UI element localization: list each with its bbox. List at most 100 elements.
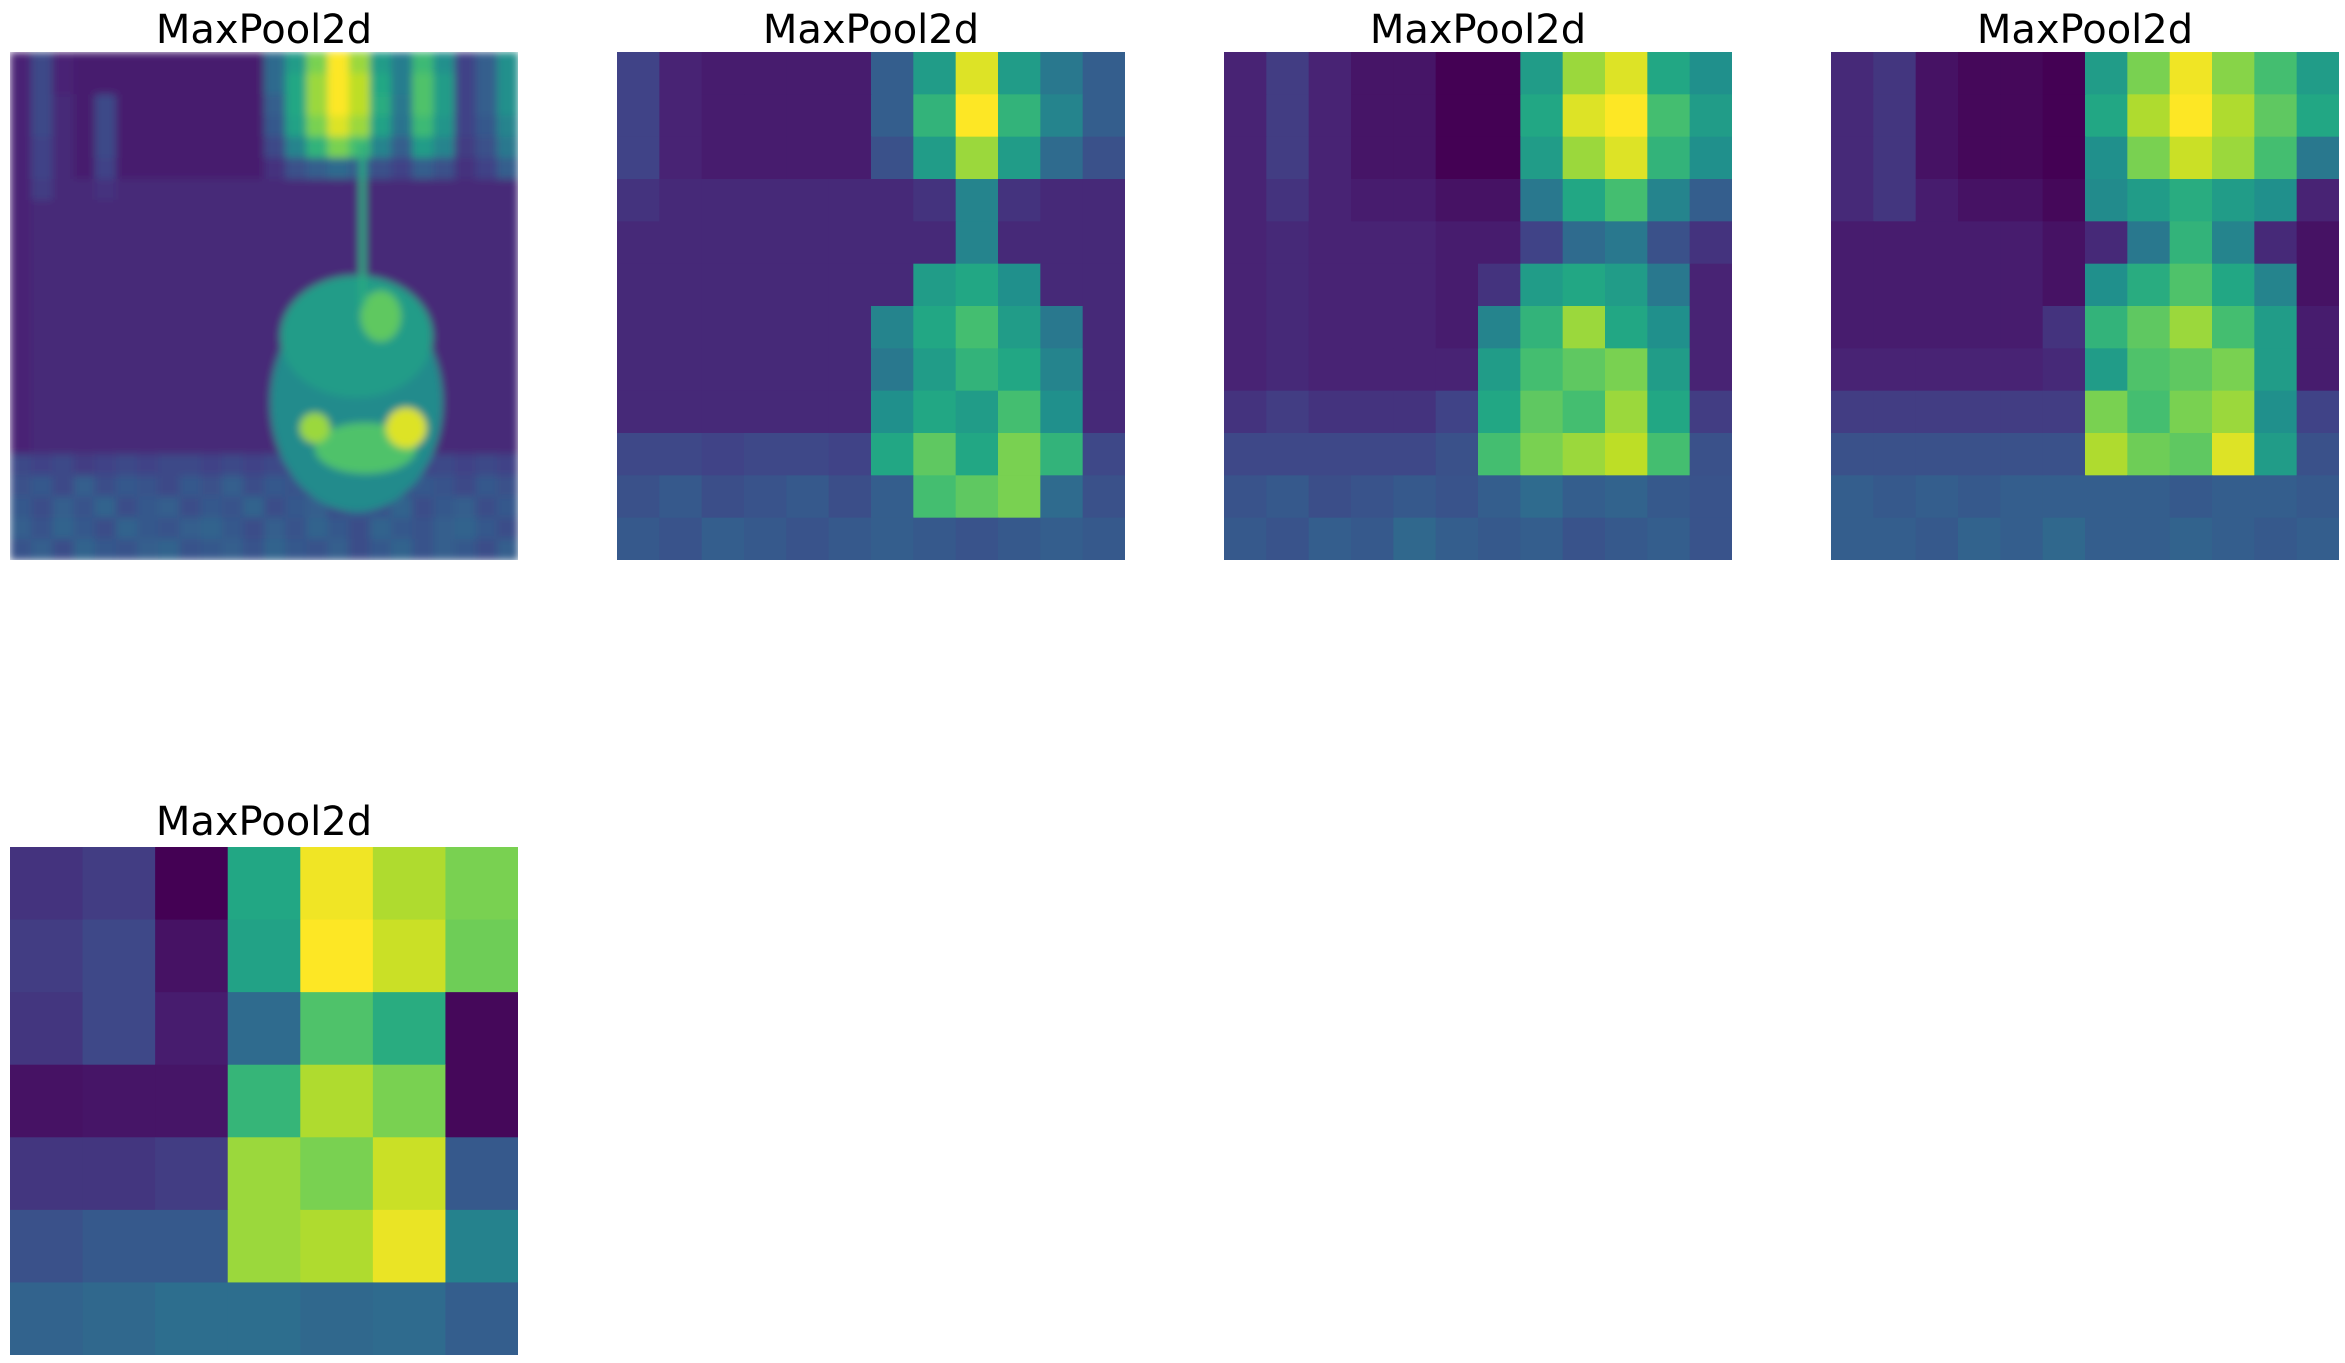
heatmap-cell	[701, 390, 745, 434]
heatmap-cell	[1351, 348, 1394, 392]
heatmap-cell	[412, 73, 434, 95]
heatmap-cell	[158, 157, 180, 180]
heatmap-cell	[1435, 306, 1479, 349]
heatmap-cell	[10, 221, 32, 244]
heatmap-cell	[137, 475, 159, 498]
heatmap-cell	[1562, 390, 1606, 434]
heatmap-cell	[200, 179, 223, 201]
heatmap-cell	[1873, 348, 1917, 392]
heatmap-cell	[454, 157, 477, 180]
heatmap-cell	[828, 348, 872, 392]
heatmap-cell	[2127, 348, 2171, 392]
heatmap-cell	[200, 411, 223, 434]
heatmap-cell	[496, 538, 518, 560]
heatmap-cell	[496, 157, 518, 180]
heatmap-cell	[433, 454, 456, 476]
panel-title: MaxPool2d	[155, 7, 373, 53]
heatmap-cell	[10, 411, 32, 434]
heatmap-cell	[1605, 179, 1648, 222]
heatmap-cell	[73, 475, 96, 498]
heatmap-cell	[2296, 179, 2339, 222]
heatmap-cell	[1308, 94, 1352, 138]
heatmap-cell	[1915, 306, 1959, 349]
heatmap-cell	[659, 475, 703, 519]
heatmap-2	[617, 52, 1125, 560]
heatmap-cell	[475, 73, 498, 95]
heatmap-cell	[137, 179, 159, 201]
heatmap-cell	[1689, 263, 1732, 307]
heatmap-cell	[454, 538, 477, 560]
heatmap-cell	[2254, 94, 2298, 138]
heatmap-cell	[871, 390, 914, 434]
heatmap-cell	[82, 919, 156, 993]
heatmap-cell	[31, 115, 53, 138]
heatmap-cell	[1562, 263, 1606, 307]
heatmap-cell	[1082, 179, 1125, 222]
heatmap-cell	[1478, 52, 1521, 95]
heatmap-cell	[369, 242, 392, 265]
heatmap-cell	[158, 475, 180, 498]
heatmap-cell	[158, 390, 180, 413]
heatmap-cell	[2127, 179, 2171, 222]
heatmap-cell	[786, 179, 830, 222]
heatmap-cell	[327, 73, 350, 95]
heatmap-cell	[1224, 221, 1267, 265]
heatmap-cell	[2169, 475, 2213, 519]
heatmap-cell	[242, 538, 265, 560]
heatmap-cell	[2085, 475, 2128, 519]
heatmap-cell	[52, 496, 75, 519]
heatmap-cell	[2296, 433, 2339, 476]
heatmap-cell	[285, 179, 307, 201]
heatmap-cell	[242, 52, 265, 74]
heatmap-cell	[73, 390, 96, 413]
heatmap-cell	[1478, 390, 1521, 434]
heatmap-cell	[744, 94, 787, 138]
heatmap-cell	[10, 475, 32, 498]
heatmap-cell	[1873, 306, 1917, 349]
heatmap-cell	[369, 157, 392, 180]
heatmap-cell	[372, 1209, 447, 1284]
heatmap-cell	[391, 94, 413, 117]
heatmap-cell	[1915, 179, 1959, 222]
heatmap-cell	[52, 475, 75, 498]
heatmap-cell	[82, 1064, 156, 1138]
heatmap-cell	[306, 94, 329, 117]
heatmap-cell	[1435, 52, 1479, 95]
heatmap-cell	[454, 284, 477, 307]
heatmap-cell	[158, 263, 180, 286]
heatmap-cell	[2042, 52, 2086, 95]
heatmap-cell	[1478, 348, 1521, 392]
heatmap-cell	[73, 517, 96, 540]
heatmap-cell	[871, 433, 914, 476]
heatmap-cell	[2085, 136, 2128, 180]
heatmap-cell	[10, 919, 84, 993]
heatmap-cell	[744, 475, 787, 519]
heatmap-cell	[115, 390, 138, 413]
heatmap-cell	[31, 433, 53, 455]
heatmap-cell	[1689, 517, 1732, 560]
heatmap-cell	[2212, 94, 2255, 138]
heatmap-cell	[1082, 94, 1125, 138]
heatmap-cell	[82, 1282, 156, 1355]
heatmap-cell	[2000, 475, 2044, 519]
heatmap-cell	[454, 179, 477, 201]
heatmap-cell	[1082, 136, 1125, 180]
heatmap-cell	[1915, 475, 1959, 519]
heatmap-cell	[2042, 94, 2086, 138]
heatmap-cell	[1647, 306, 1691, 349]
heatmap-cell	[73, 348, 96, 371]
heatmap-cell	[2254, 179, 2298, 222]
heatmap-cell	[2085, 221, 2128, 265]
heatmap-cell	[73, 538, 96, 560]
heatmap-cell	[2254, 390, 2298, 434]
heatmap-cell	[242, 496, 265, 519]
heatmap-cell	[2000, 348, 2044, 392]
heatmap-cell	[1831, 263, 1874, 307]
heatmap-cell	[433, 200, 456, 222]
heatmap-cell	[701, 179, 745, 222]
heatmap-cell	[73, 327, 96, 349]
heatmap-cell	[2085, 179, 2128, 222]
heatmap-cell	[264, 179, 286, 201]
heatmap-cell	[1873, 136, 1917, 180]
heatmap-cell	[391, 179, 413, 201]
